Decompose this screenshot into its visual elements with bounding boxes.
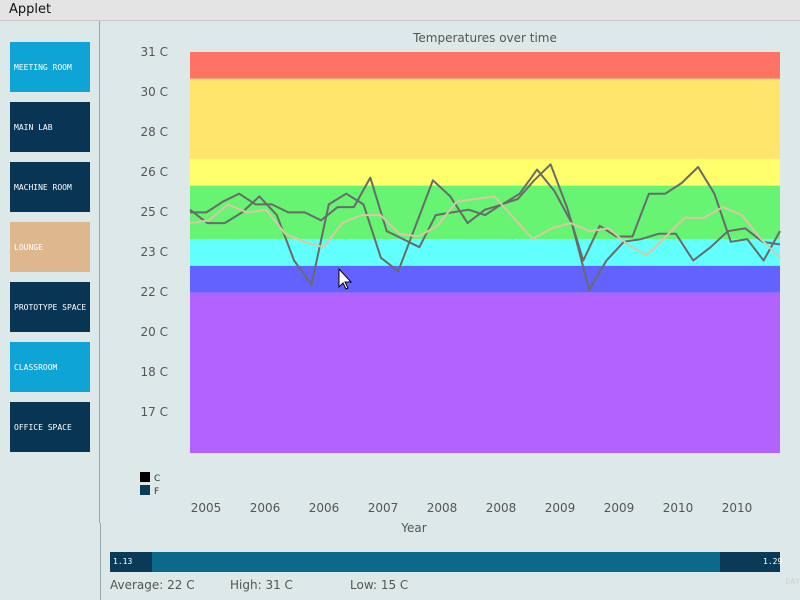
y-tick-label: 20 C [141, 325, 168, 339]
chart-title: Temperatures over time [412, 31, 557, 45]
time-range-slider[interactable]: 1.13 1.29 DAY [110, 552, 800, 586]
mouse-cursor-icon [338, 267, 353, 290]
y-tick-label: 18 C [141, 365, 168, 379]
room-label: MACHINE ROOM [14, 182, 72, 192]
y-tick-label: 31 C [141, 45, 168, 59]
x-tick-label: 2009 [545, 501, 576, 515]
room-label: OFFICE SPACE [14, 422, 72, 432]
y-tick-label: 26 C [141, 165, 168, 179]
window-titlebar: Applet [0, 0, 800, 21]
x-tick-label: 2010 [663, 501, 694, 515]
legend-swatch [140, 472, 150, 482]
room-sidebar: MEETING ROOM MAIN LAB MACHINE ROOM LOUNG… [0, 21, 100, 523]
chart-canvas: Temperatures over time 31 C 30 C 28 C 26 C 25… [140, 31, 781, 535]
range-end-label: 1.29 [763, 557, 783, 566]
x-tick-label: 2010 [722, 501, 753, 515]
y-tick-label: 23 C [141, 245, 168, 259]
temperature-band [190, 185, 780, 240]
temperature-chart: Temperatures over time 31 C 30 C 28 C 26 C 25… [100, 21, 800, 541]
legend-label: C [154, 474, 160, 484]
y-tick-label: 17 C [141, 405, 168, 419]
sidebar-divider [100, 523, 101, 600]
room-label: LOUNGE [14, 242, 43, 252]
temperature-series-line [190, 163, 781, 262]
temperature-band [190, 292, 780, 453]
y-tick-label: 22 C [141, 285, 168, 299]
room-label: MEETING ROOM [14, 62, 72, 72]
range-start-handle[interactable]: 1.13 [110, 552, 152, 572]
room-button-machine-room[interactable]: MACHINE ROOM [10, 162, 90, 212]
y-tick-label: 25 C [141, 205, 168, 219]
temperature-band [190, 265, 780, 293]
room-button-meeting-room[interactable]: MEETING ROOM [10, 42, 90, 92]
room-label: CLASSROOM [14, 362, 58, 372]
room-label: MAIN LAB [14, 122, 53, 132]
room-button-prototype-space[interactable]: PROTOTYPE SPACE [10, 282, 90, 332]
high-temperature: High: 31 C [230, 578, 293, 592]
room-label: PROTOTYPE SPACE [14, 302, 87, 312]
room-button-classroom[interactable]: CLASSROOM [10, 342, 90, 392]
temperature-band [190, 239, 780, 266]
room-button-main-lab[interactable]: MAIN LAB [10, 102, 90, 152]
legend-swatch [140, 485, 150, 495]
range-start-label: 1.13 [113, 557, 133, 566]
room-button-office-space[interactable]: OFFICE SPACE [10, 402, 90, 452]
temperature-band [190, 52, 780, 79]
room-button-lounge[interactable]: LOUNGE [10, 222, 90, 272]
x-tick-label: 2009 [604, 501, 635, 515]
x-tick-label: 2008 [486, 501, 517, 515]
x-tick-label: 2008 [427, 501, 458, 515]
x-axis-label: Year [400, 521, 426, 535]
x-tick-label: 2006 [309, 501, 340, 515]
window-title: Applet [9, 2, 52, 17]
temperature-band [190, 158, 780, 186]
x-tick-label: 2006 [250, 501, 281, 515]
legend-label: F [154, 487, 159, 497]
range-unit-label: DAY [785, 577, 800, 586]
range-end-handle[interactable]: 1.29 DAY [720, 552, 800, 586]
average-temperature: Average: 22 C [110, 578, 195, 592]
x-tick-label: 2007 [368, 501, 399, 515]
x-tick-label: 2005 [191, 501, 222, 515]
temperature-band [190, 78, 780, 159]
temperature-series-line [189, 168, 781, 291]
temperature-series-line [189, 195, 781, 259]
y-tick-label: 28 C [141, 125, 168, 139]
low-temperature: Low: 15 C [350, 578, 409, 592]
y-tick-label: 30 C [141, 85, 168, 99]
